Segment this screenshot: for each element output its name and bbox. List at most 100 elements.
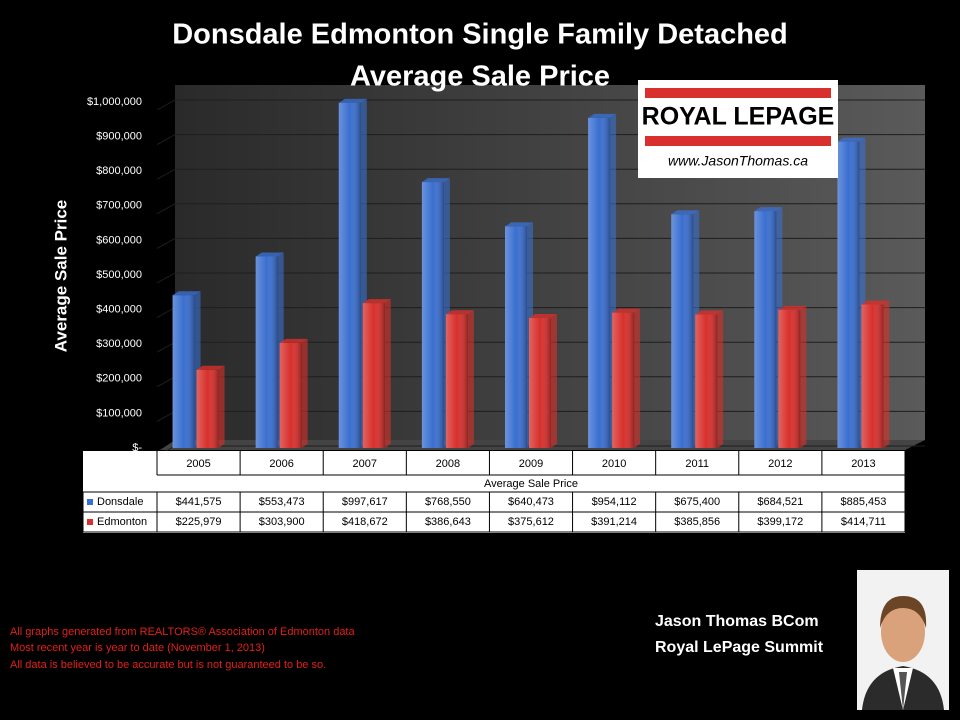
legend-swatch: [87, 499, 93, 505]
logo-brand: ROYAL LEPAGE: [642, 103, 835, 131]
logo-bar: [645, 88, 831, 98]
note: Most recent year is year to date (Novemb…: [10, 642, 265, 654]
chart-subtitle: Average Sale Price: [350, 61, 610, 93]
bar-shade: [529, 318, 551, 448]
x-tick-label: 2011: [685, 458, 709, 470]
legend-label: Edmonton: [97, 516, 147, 528]
photo: [857, 570, 949, 710]
bar-top: [279, 338, 308, 343]
y-tick-label: $-: [132, 442, 142, 454]
y-tick-label: $300,000: [96, 338, 142, 350]
y-tick-label: $700,000: [96, 200, 142, 212]
y-tick-label: $600,000: [96, 234, 142, 246]
bar-shade: [588, 117, 611, 448]
bar-side: [634, 308, 641, 448]
bar-side: [883, 300, 890, 448]
bar-shade: [362, 303, 385, 448]
bar-shade: [505, 226, 527, 448]
bar-side: [717, 310, 724, 448]
signature-name: Jason Thomas BCom: [655, 613, 819, 630]
bar-top: [754, 207, 783, 212]
bar-top: [529, 314, 557, 319]
y-tick-label: $500,000: [96, 269, 142, 281]
chart-title: Donsdale Edmonton Single Family Detached: [172, 19, 788, 51]
grid-line: [156, 203, 925, 215]
bar-top: [671, 210, 700, 215]
table-value: $418,672: [342, 516, 388, 528]
note: All data is believed to be accurate but …: [10, 659, 326, 671]
bar-shade: [196, 369, 219, 448]
bar-shade: [754, 211, 777, 448]
y-tick-label: $100,000: [96, 407, 142, 419]
y-axis-label: Average Sale Price: [51, 200, 70, 352]
table-value: $375,612: [508, 516, 554, 528]
bar-top: [196, 365, 225, 370]
y-tick-label: $200,000: [96, 373, 142, 385]
table-value: $954,112: [592, 496, 637, 508]
table-value: $225,979: [176, 516, 222, 528]
table-value: $386,643: [425, 516, 471, 528]
bar-shade: [671, 214, 694, 448]
note: All graphs generated from REALTORS® Asso…: [10, 626, 355, 638]
bar-shade: [778, 309, 801, 448]
table-value: $684,521: [757, 496, 803, 508]
bar-shade: [279, 342, 302, 448]
table-value: $399,172: [757, 516, 803, 528]
bar-shade: [172, 295, 195, 448]
legend-swatch: [87, 519, 93, 525]
bar-top: [778, 305, 807, 310]
logo-website: www.JasonThomas.ca: [668, 153, 808, 169]
bar-top: [255, 252, 284, 257]
bar-shade: [338, 102, 361, 448]
y-tick-label: $800,000: [96, 165, 142, 177]
bar-top: [612, 308, 641, 313]
legend-label: Donsdale: [97, 496, 143, 508]
x-tick-label: 2005: [186, 458, 210, 470]
bar-shade: [421, 182, 444, 448]
bar-side: [551, 314, 557, 448]
bar-side: [301, 338, 308, 448]
photo-tie: [899, 672, 907, 710]
bar-shade: [837, 141, 860, 449]
x-tick-label: 2009: [519, 458, 543, 470]
photo-face: [881, 602, 925, 662]
bar-top: [588, 113, 617, 118]
table-value: $640,473: [508, 496, 554, 508]
x-tick-label: 2013: [851, 458, 875, 470]
bar-shade: [695, 314, 718, 448]
plot: $- $100,000 $200,000 $300,000 $400,000 $500,0…: [87, 96, 925, 457]
bar-shade: [612, 312, 635, 448]
x-axis-label: Average Sale Price: [484, 478, 578, 490]
logo: ROYAL LEPAGE www.JasonThomas.ca: [638, 80, 838, 178]
table-value: $768,550: [425, 496, 471, 508]
table-value: $675,400: [674, 496, 720, 508]
x-tick-label: 2010: [602, 458, 626, 470]
table: 2005 $441,575 $225,979 2006 $553,473 $303,900…: [82, 451, 906, 533]
bar-shade: [861, 304, 884, 448]
x-tick-label: 2008: [436, 458, 460, 470]
bar-top: [445, 310, 474, 315]
bar-top: [421, 178, 450, 183]
y-tick-label: $900,000: [96, 131, 142, 143]
table-value: $391,214: [591, 516, 637, 528]
table-value: $885,453: [840, 496, 886, 508]
bar-top: [695, 310, 724, 315]
bar-side: [384, 299, 391, 448]
bar-side: [218, 365, 225, 448]
bar-side: [467, 310, 474, 448]
photo-hair: [880, 596, 927, 628]
table-value: $441,575: [176, 496, 222, 508]
table-value: $303,900: [259, 516, 305, 528]
table-value: $553,473: [259, 496, 305, 508]
signature-company: Royal LePage Summit: [655, 639, 824, 656]
bar-shade: [255, 256, 278, 448]
x-tick-label: 2012: [768, 458, 792, 470]
table-value: $997,617: [342, 496, 388, 508]
bar-top: [362, 299, 391, 304]
y-tick-label: $1,000,000: [87, 96, 142, 108]
table-value: $385,856: [674, 516, 720, 528]
bar-shade: [445, 314, 468, 448]
bar-top: [505, 222, 533, 227]
y-tick-label: $400,000: [96, 304, 142, 316]
